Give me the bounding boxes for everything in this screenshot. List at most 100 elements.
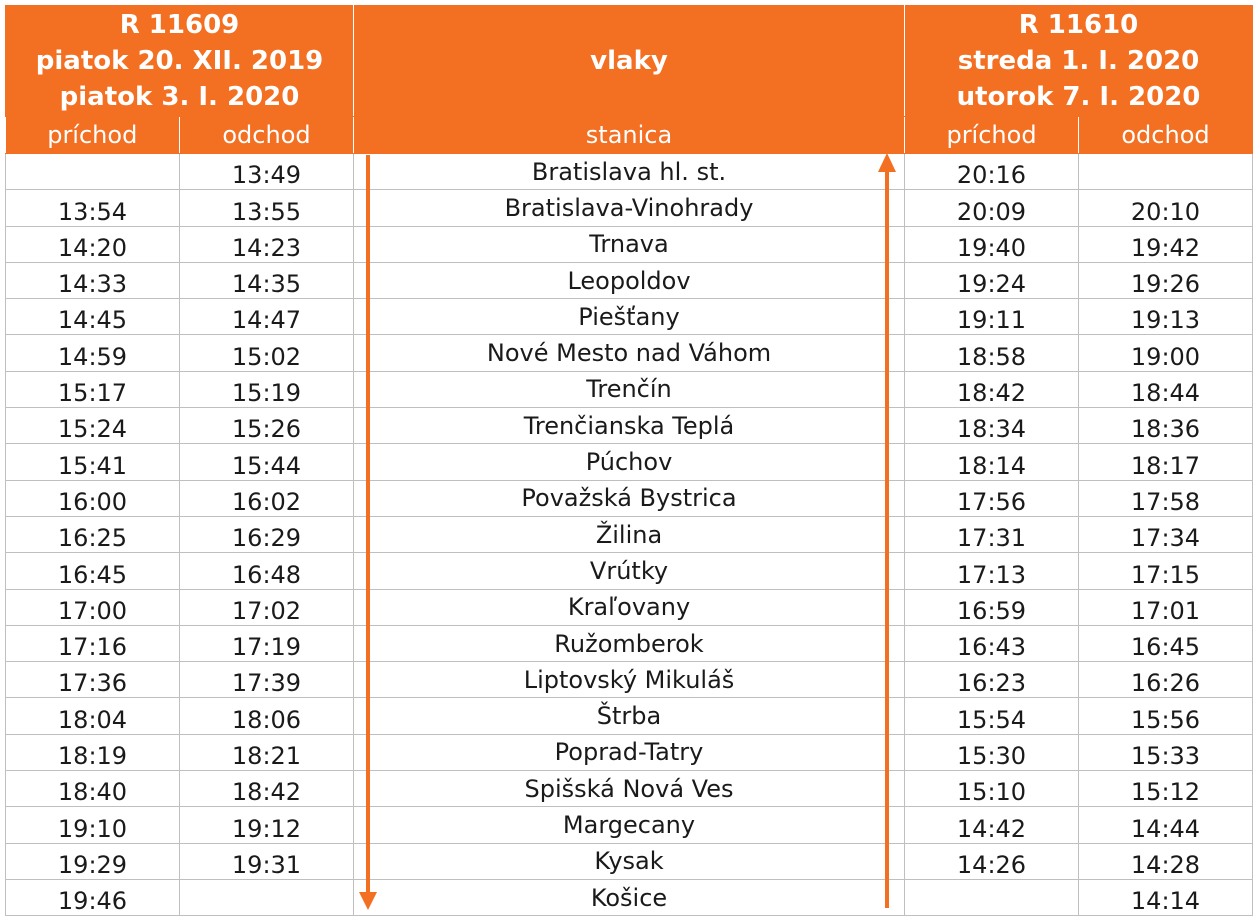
table-row: 17:00 17:02 Kraľovany 16:59 17:01 <box>5 588 1253 626</box>
departure-left: 16:02 <box>179 479 354 517</box>
departure-right: 17:58 <box>1078 479 1253 517</box>
departure-left: 18:06 <box>179 697 354 735</box>
left-train-date-2: piatok 3. I. 2020 <box>59 82 300 112</box>
arrival-left: 15:24 <box>5 407 180 445</box>
station-name: Liptovský Mikuláš <box>353 661 905 699</box>
arrival-right: 19:40 <box>904 225 1079 263</box>
col-header-departure-left: odchod <box>179 116 354 154</box>
departure-left: 14:47 <box>179 298 354 336</box>
table-row: 15:24 15:26 Trenčianska Teplá 18:34 18:36 <box>5 407 1253 445</box>
station-name: Piešťany <box>353 298 905 336</box>
departure-right: 14:14 <box>1078 878 1253 917</box>
arrival-right: 15:30 <box>904 733 1079 772</box>
arrival-left: 18:04 <box>5 697 180 735</box>
departure-right: 18:17 <box>1078 443 1253 481</box>
departure-right <box>1078 152 1253 191</box>
left-train-header: R 11609 piatok 20. XII. 2019 piatok 3. I… <box>5 5 354 117</box>
station-name: Nové Mesto nad Váhom <box>353 334 905 372</box>
departure-right: 20:10 <box>1078 189 1253 227</box>
station-name: Trnava <box>353 225 905 263</box>
departure-right: 17:34 <box>1078 515 1253 554</box>
table-row: 19:29 19:31 Kysak 14:26 14:28 <box>5 842 1253 880</box>
right-train-header: R 11610 streda 1. I. 2020 utorok 7. I. 2… <box>904 5 1253 117</box>
arrival-left: 16:45 <box>5 552 180 590</box>
departure-right: 19:42 <box>1078 225 1253 263</box>
table-row: 19:46 Košice 14:14 <box>5 878 1253 917</box>
departure-right: 19:26 <box>1078 261 1253 300</box>
departure-left: 16:29 <box>179 515 354 554</box>
col-header-arrival-right: príchod <box>904 116 1079 154</box>
departure-left: 19:31 <box>179 842 354 880</box>
arrival-right: 14:42 <box>904 806 1079 844</box>
train-header-row: R 11609 piatok 20. XII. 2019 piatok 3. I… <box>5 5 1253 117</box>
departure-right: 17:15 <box>1078 552 1253 590</box>
column-header-row: príchod odchod stanica príchod odchod <box>5 116 1253 154</box>
station-name: Žilina <box>353 515 905 554</box>
departure-left: 17:39 <box>179 661 354 699</box>
arrival-right: 19:24 <box>904 261 1079 300</box>
arrival-left: 17:00 <box>5 588 180 626</box>
table-row: 19:10 19:12 Margecany 14:42 14:44 <box>5 806 1253 844</box>
table-row: 14:45 14:47 Piešťany 19:11 19:13 <box>5 298 1253 336</box>
arrival-right: 18:34 <box>904 407 1079 445</box>
station-name: Spišská Nová Ves <box>353 770 905 808</box>
departure-left: 18:21 <box>179 733 354 772</box>
departure-left: 14:35 <box>179 261 354 300</box>
station-name: Ružomberok <box>353 624 905 663</box>
col-header-station: stanica <box>353 116 905 154</box>
table-row: 15:17 15:19 Trenčín 18:42 18:44 <box>5 370 1253 409</box>
departure-right: 16:26 <box>1078 661 1253 699</box>
right-train-number: R 11610 <box>1018 10 1139 40</box>
departure-left: 13:55 <box>179 189 354 227</box>
station-name: Trenčianska Teplá <box>353 407 905 445</box>
departure-left: 15:19 <box>179 370 354 409</box>
station-name: Považská Bystrica <box>353 479 905 517</box>
departure-left: 13:49 <box>179 152 354 191</box>
departure-left: 19:12 <box>179 806 354 844</box>
departure-right: 14:28 <box>1078 842 1253 880</box>
arrival-left <box>5 152 180 191</box>
station-name: Púchov <box>353 443 905 481</box>
departure-right: 18:36 <box>1078 407 1253 445</box>
station-name: Bratislava hl. st. <box>353 152 905 191</box>
arrival-left: 15:41 <box>5 443 180 481</box>
table-row: 14:20 14:23 Trnava 19:40 19:42 <box>5 225 1253 263</box>
station-name: Košice <box>353 878 905 917</box>
departure-left: 18:42 <box>179 770 354 808</box>
arrival-right: 15:10 <box>904 770 1079 808</box>
table-row: 14:33 14:35 Leopoldov 19:24 19:26 <box>5 261 1253 300</box>
arrival-left: 17:36 <box>5 661 180 699</box>
departure-right: 16:45 <box>1078 624 1253 663</box>
arrival-left: 14:33 <box>5 261 180 300</box>
arrival-left: 15:17 <box>5 370 180 409</box>
table-row: 16:25 16:29 Žilina 17:31 17:34 <box>5 515 1253 554</box>
departure-left: 15:44 <box>179 443 354 481</box>
arrival-right: 16:23 <box>904 661 1079 699</box>
station-name: Bratislava-Vinohrady <box>353 189 905 227</box>
departure-right: 14:44 <box>1078 806 1253 844</box>
arrival-left: 13:54 <box>5 189 180 227</box>
departure-left: 16:48 <box>179 552 354 590</box>
table-row: 17:36 17:39 Liptovský Mikuláš 16:23 16:26 <box>5 661 1253 699</box>
right-train-date-2: utorok 7. I. 2020 <box>956 82 1201 112</box>
arrival-right: 18:58 <box>904 334 1079 372</box>
departure-right: 15:33 <box>1078 733 1253 772</box>
table-row: 15:41 15:44 Púchov 18:14 18:17 <box>5 443 1253 481</box>
table-row: 18:04 18:06 Štrba 15:54 15:56 <box>5 697 1253 735</box>
table-row: 16:00 16:02 Považská Bystrica 17:56 17:58 <box>5 479 1253 517</box>
col-header-departure-right: odchod <box>1078 116 1253 154</box>
arrival-left: 19:46 <box>5 878 180 917</box>
departure-right: 15:12 <box>1078 770 1253 808</box>
arrival-left: 17:16 <box>5 624 180 663</box>
arrival-left: 16:00 <box>5 479 180 517</box>
departure-left: 17:02 <box>179 588 354 626</box>
departure-left: 15:26 <box>179 407 354 445</box>
arrival-left: 16:25 <box>5 515 180 554</box>
station-name: Poprad-Tatry <box>353 733 905 772</box>
arrival-left: 14:59 <box>5 334 180 372</box>
departure-right: 15:56 <box>1078 697 1253 735</box>
departure-right: 17:01 <box>1078 588 1253 626</box>
arrival-right: 16:59 <box>904 588 1079 626</box>
table-row: 13:49 Bratislava hl. st. 20:16 <box>5 152 1253 191</box>
arrival-left: 18:40 <box>5 770 180 808</box>
